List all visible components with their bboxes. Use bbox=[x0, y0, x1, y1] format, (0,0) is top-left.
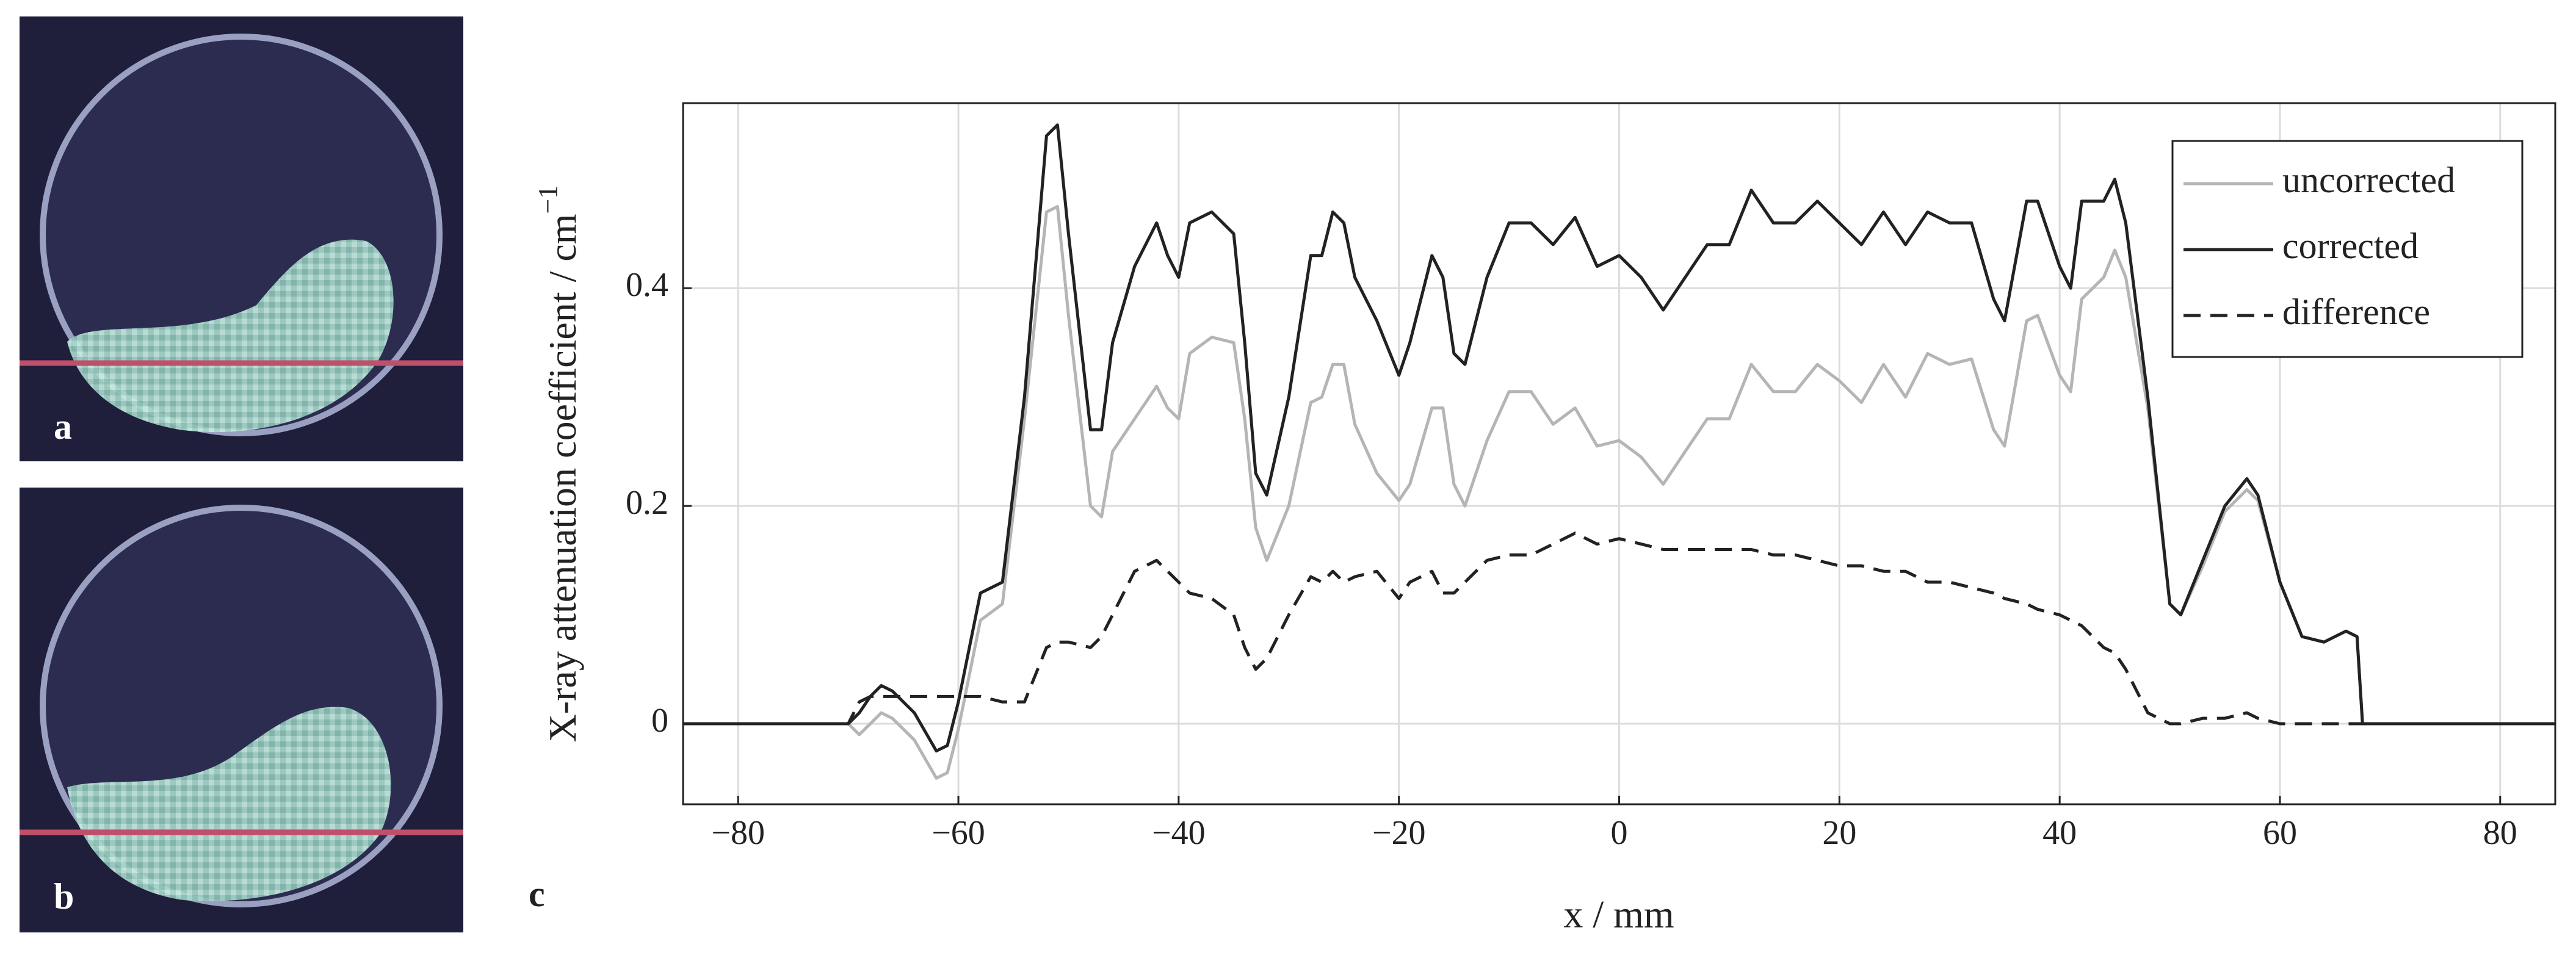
plot-area: −80 −60 −40 −20 0 20 40 60 80 0 0.2 0.4 uncorrected c… bbox=[626, 102, 2556, 852]
legend-label: corrected bbox=[2282, 226, 2419, 266]
panel-label: b bbox=[54, 876, 74, 917]
x-tick-label: −60 bbox=[932, 814, 985, 852]
x-tick-label: 40 bbox=[2042, 814, 2077, 852]
x-tick-label: −20 bbox=[1372, 814, 1426, 852]
x-axis-label: x / mm bbox=[1563, 893, 1674, 936]
x-tick-label: 80 bbox=[2483, 814, 2517, 852]
y-tick-label: 0.2 bbox=[626, 484, 668, 522]
legend-label: difference bbox=[2282, 292, 2430, 332]
axes-box bbox=[682, 102, 2556, 805]
series-line bbox=[683, 123, 2555, 753]
series-line bbox=[683, 205, 2555, 780]
y-axis-label-exponent: −1 bbox=[533, 186, 563, 214]
x-tick-label: −40 bbox=[1152, 814, 1206, 852]
panel-label: a bbox=[54, 406, 72, 447]
x-tick-label: −80 bbox=[711, 814, 765, 852]
y-tick-label: 0.4 bbox=[626, 266, 668, 304]
y-axis-label-text: X-ray attenuation coefficient / cm bbox=[541, 214, 584, 742]
image-b bbox=[20, 488, 463, 932]
x-tick-label: 20 bbox=[1822, 814, 1856, 852]
series-line bbox=[683, 532, 2555, 726]
panel-label: c bbox=[529, 874, 545, 914]
y-axis-label: X-ray attenuation coefficient / cm−1 bbox=[533, 186, 584, 743]
image-a bbox=[20, 16, 463, 461]
x-tick-label: 60 bbox=[2263, 814, 2297, 852]
y-tick-label: 0 bbox=[651, 702, 668, 740]
legend-label: uncorrected bbox=[2282, 160, 2455, 200]
x-tick-label: 0 bbox=[1611, 814, 1628, 852]
